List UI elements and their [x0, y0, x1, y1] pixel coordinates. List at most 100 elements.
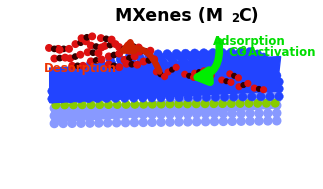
Circle shape [256, 87, 261, 91]
Circle shape [59, 68, 68, 77]
Circle shape [126, 55, 135, 64]
Circle shape [174, 51, 183, 60]
Text: 2: 2 [231, 12, 239, 25]
Circle shape [108, 42, 113, 48]
Circle shape [273, 71, 281, 80]
Circle shape [84, 35, 89, 40]
Circle shape [201, 68, 207, 74]
Circle shape [57, 94, 65, 103]
Circle shape [222, 57, 230, 66]
Circle shape [224, 79, 229, 84]
Polygon shape [50, 57, 281, 103]
Circle shape [191, 75, 196, 80]
Circle shape [264, 101, 272, 109]
Circle shape [67, 55, 73, 62]
Circle shape [184, 93, 193, 102]
Circle shape [219, 102, 227, 110]
Circle shape [209, 78, 218, 87]
Circle shape [59, 112, 67, 120]
Circle shape [224, 50, 232, 59]
Circle shape [191, 78, 199, 87]
Circle shape [263, 57, 272, 65]
Circle shape [234, 50, 242, 59]
Circle shape [75, 87, 84, 95]
Circle shape [220, 85, 229, 94]
Circle shape [153, 79, 162, 87]
Circle shape [116, 55, 125, 64]
Circle shape [56, 46, 63, 53]
Circle shape [120, 73, 129, 82]
Circle shape [194, 51, 203, 60]
Circle shape [125, 52, 134, 61]
Circle shape [104, 104, 112, 112]
Circle shape [144, 79, 152, 88]
Circle shape [155, 52, 163, 60]
Circle shape [218, 48, 226, 57]
Circle shape [166, 103, 174, 111]
Circle shape [154, 50, 162, 58]
Circle shape [95, 111, 103, 119]
Circle shape [139, 94, 147, 102]
Circle shape [120, 94, 129, 102]
Circle shape [139, 86, 147, 94]
Circle shape [72, 41, 79, 47]
Circle shape [91, 74, 100, 82]
Circle shape [50, 120, 58, 128]
Circle shape [180, 67, 188, 76]
Circle shape [55, 46, 61, 52]
Circle shape [147, 55, 155, 63]
Circle shape [219, 100, 226, 107]
Circle shape [77, 119, 85, 127]
Circle shape [68, 119, 76, 127]
Circle shape [78, 101, 86, 108]
Circle shape [90, 50, 96, 55]
Circle shape [184, 100, 191, 108]
Circle shape [157, 101, 165, 108]
Circle shape [220, 67, 228, 75]
Circle shape [201, 58, 209, 66]
Circle shape [181, 79, 190, 87]
Circle shape [84, 94, 93, 103]
Circle shape [246, 109, 254, 117]
Circle shape [102, 94, 111, 103]
Circle shape [157, 55, 166, 63]
Circle shape [273, 109, 281, 117]
Circle shape [247, 85, 256, 93]
Circle shape [89, 33, 96, 40]
Circle shape [75, 63, 80, 68]
Circle shape [228, 102, 236, 110]
Circle shape [236, 84, 242, 90]
Circle shape [153, 63, 162, 71]
Circle shape [188, 54, 196, 63]
Circle shape [88, 42, 94, 49]
Circle shape [148, 111, 156, 119]
Circle shape [174, 63, 183, 71]
Circle shape [228, 100, 235, 107]
Circle shape [69, 63, 76, 69]
Circle shape [259, 53, 268, 61]
Circle shape [198, 54, 206, 62]
Circle shape [193, 102, 201, 110]
Circle shape [200, 49, 208, 57]
Circle shape [255, 109, 263, 117]
Circle shape [98, 35, 104, 41]
Circle shape [98, 56, 105, 63]
Circle shape [246, 117, 254, 125]
Circle shape [177, 73, 186, 81]
Circle shape [89, 68, 98, 77]
Circle shape [81, 64, 90, 72]
Circle shape [113, 111, 120, 119]
Circle shape [66, 46, 72, 52]
Circle shape [78, 40, 83, 45]
Circle shape [148, 118, 156, 126]
Circle shape [245, 81, 251, 86]
Circle shape [143, 63, 152, 71]
Circle shape [266, 92, 274, 101]
Circle shape [48, 87, 56, 95]
Circle shape [61, 46, 66, 52]
Circle shape [130, 86, 138, 94]
Circle shape [75, 94, 84, 103]
Circle shape [245, 100, 253, 107]
Circle shape [211, 57, 220, 66]
Circle shape [99, 68, 108, 77]
